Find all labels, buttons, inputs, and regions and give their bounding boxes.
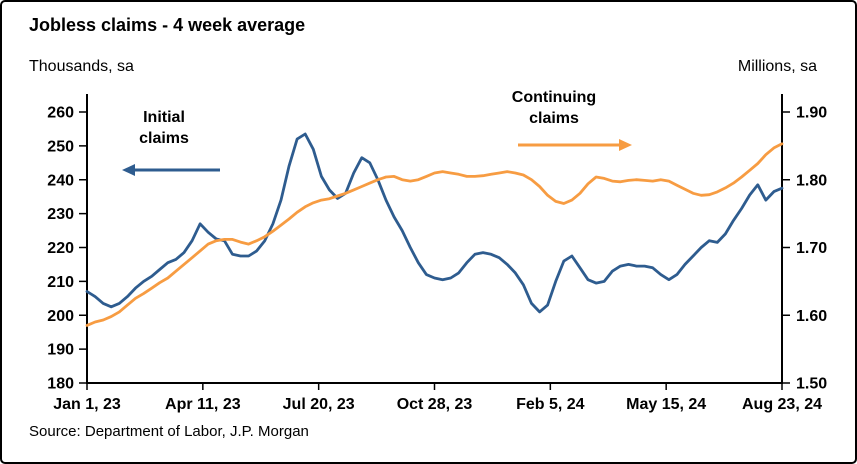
continuing-claims-annotation: Continuing claims [480,87,628,129]
right-axis-tick-label: 1.70 [796,240,827,257]
x-axis-tick-label: Apr 11, 23 [165,396,241,413]
left-axis-unit-label: Thousands, sa [29,58,134,75]
left-axis-tick-label: 190 [47,342,74,359]
initial-claims-line [85,132,784,314]
x-axis-tick-label: Jul 20, 23 [283,396,355,413]
right-axis-tick-label: 1.50 [796,376,827,393]
right-axis-tick-label: 1.80 [796,172,827,189]
right-axis-unit-label: Millions, sa [737,58,817,75]
left-axis-tick-label: 220 [47,240,74,257]
left-axis-tick-label: 200 [47,308,74,325]
left-axis-tick-label: 230 [47,206,74,223]
x-axis-tick-label: Oct 28, 23 [397,396,473,413]
right-axis-tick-label: 1.90 [796,105,827,122]
right-axis-tick-label: 1.60 [796,308,827,325]
x-axis-tick-label: Feb 5, 24 [516,396,585,413]
continuing-claims-annotation-line1: Continuing [511,89,597,106]
left-axis-tick-label: 250 [47,138,74,155]
left-axis-tick-label: 260 [47,105,74,122]
left-axis-tick-label: 210 [47,274,74,291]
initial-claims-annotation-line1: Initial [143,109,185,126]
initial-claims-arrow-head-icon [122,164,135,176]
chart-title: Jobless claims - 4 week average [29,15,306,35]
left-axis-tick-label: 180 [47,376,74,393]
source-note: Source: Department of Labor, J.P. Morgan [29,423,309,440]
continuing-claims-annotation-line2: claims [529,110,579,127]
initial-claims-annotation: Initial claims [102,107,226,149]
x-axis-tick-label: May 15, 24 [626,396,706,413]
x-axis-tick-label: Aug 23, 24 [742,396,822,413]
continuing-claims-arrow-head-icon [619,139,632,151]
initial-claims-annotation-line2: claims [139,130,189,147]
x-axis-tick-label: Jan 1, 23 [53,396,121,413]
left-axis-tick-label: 240 [47,172,74,189]
continuing-claims-line [85,142,784,327]
